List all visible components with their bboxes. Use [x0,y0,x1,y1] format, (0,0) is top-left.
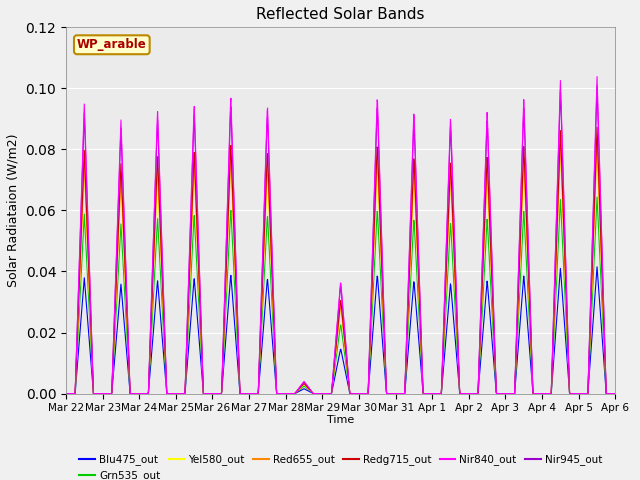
Red655_out [612,391,620,396]
Blu475_out [171,391,179,396]
Grn535_out [246,391,253,396]
Line: Grn535_out: Grn535_out [66,197,616,394]
Blu475_out [184,351,192,357]
Line: Redg715_out: Redg715_out [66,127,616,394]
Red655_out [246,391,253,396]
Redg715_out [426,391,434,396]
Nir840_out [612,391,620,396]
Red655_out [498,391,506,396]
Grn535_out [184,329,192,335]
Nir945_out [547,391,554,396]
Line: Nir840_out: Nir840_out [66,77,616,394]
Nir945_out [171,391,179,396]
Grn535_out [612,391,620,396]
Blu475_out [246,391,253,396]
Y-axis label: Solar Radiataion (W/m2): Solar Radiataion (W/m2) [7,134,20,287]
Red655_out [171,391,179,396]
Line: Nir945_out: Nir945_out [66,86,616,394]
Nir840_out [426,391,434,396]
Yel580_out [246,391,253,396]
Line: Red655_out: Red655_out [66,140,616,394]
Red655_out [184,311,192,317]
Nir840_out [246,391,253,396]
Red655_out [426,391,434,396]
Grn535_out [593,194,601,200]
Line: Blu475_out: Blu475_out [66,267,616,394]
Nir840_out [547,391,554,396]
Blu475_out [426,391,434,396]
Yel580_out [171,391,179,396]
Yel580_out [612,391,620,396]
Grn535_out [498,391,506,396]
Nir840_out [593,74,601,80]
Nir945_out [184,294,192,300]
Redg715_out [184,307,192,313]
Red655_out [62,391,70,396]
Nir945_out [426,391,434,396]
Text: WP_arable: WP_arable [77,38,147,51]
Legend: Blu475_out, Grn535_out, Yel580_out, Red655_out, Redg715_out, Nir840_out, Nir945_: Blu475_out, Grn535_out, Yel580_out, Red6… [75,450,606,480]
Redg715_out [62,391,70,396]
Nir840_out [498,391,506,396]
Blu475_out [62,391,70,396]
Grn535_out [62,391,70,396]
Nir945_out [612,391,620,396]
Blu475_out [593,264,601,270]
Redg715_out [171,391,179,396]
Red655_out [593,137,601,143]
Nir945_out [62,391,70,396]
Redg715_out [612,391,620,396]
Yel580_out [547,391,554,396]
Line: Yel580_out: Yel580_out [66,149,616,394]
Redg715_out [498,391,506,396]
Nir840_out [171,391,179,396]
Nir945_out [246,391,253,396]
Yel580_out [593,146,601,152]
X-axis label: Time: Time [327,415,355,425]
Yel580_out [426,391,434,396]
Yel580_out [498,391,506,396]
Nir945_out [593,83,601,89]
Redg715_out [246,391,253,396]
Title: Reflected Solar Bands: Reflected Solar Bands [257,7,425,22]
Redg715_out [593,124,601,130]
Nir945_out [498,391,506,396]
Blu475_out [547,391,554,396]
Blu475_out [498,391,506,396]
Nir840_out [184,291,192,297]
Yel580_out [62,391,70,396]
Yel580_out [184,314,192,320]
Blu475_out [612,391,620,396]
Red655_out [547,391,554,396]
Redg715_out [547,391,554,396]
Nir840_out [62,391,70,396]
Grn535_out [426,391,434,396]
Grn535_out [171,391,179,396]
Grn535_out [547,391,554,396]
